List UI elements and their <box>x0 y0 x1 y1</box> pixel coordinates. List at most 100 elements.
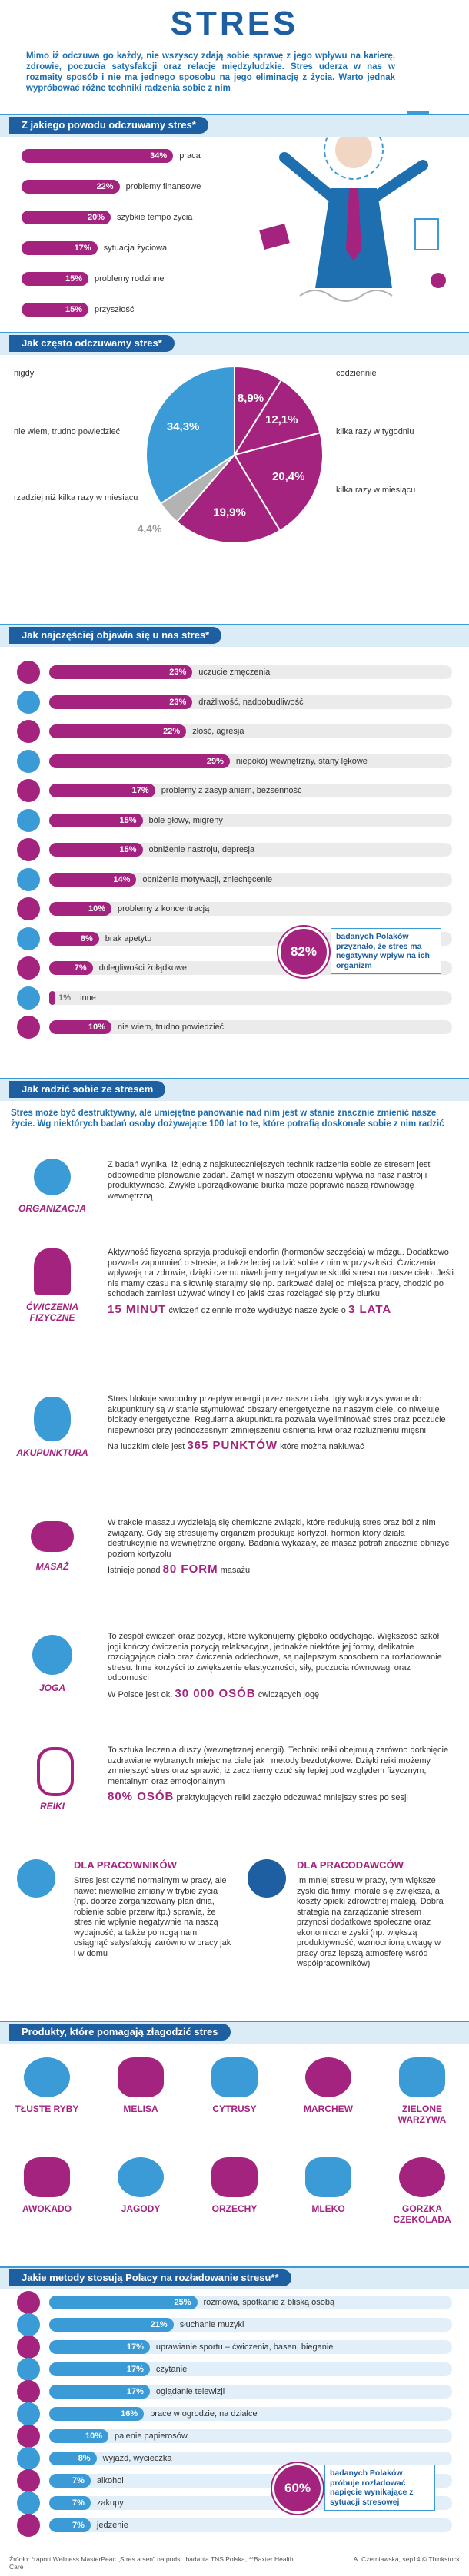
bar <box>49 2296 198 2309</box>
fact-highlight: 15 MINUT <box>108 1302 167 1316</box>
category-label: szybkie tempo życia <box>117 213 193 222</box>
category-label: nie wiem, trudno powiedzieć <box>118 1023 225 1032</box>
bar <box>49 902 111 916</box>
category-label: problemy rodzinne <box>95 274 165 283</box>
page-title: STRES <box>170 5 299 42</box>
fact: 80% OSÓB praktykujących reiki zaczęło od… <box>108 1790 454 1804</box>
fact-text: ćwiczących jogę <box>258 1689 320 1699</box>
bar <box>49 931 99 946</box>
category-label: niepokój wewnętrzny, stany lękowe <box>235 756 368 766</box>
fact-text: W Polsce jest ok. <box>108 1689 173 1699</box>
icon <box>17 2380 40 2403</box>
product-icon <box>399 2057 445 2097</box>
value-label: 15% <box>65 274 82 283</box>
credit: A. Czerniawska, sep14 © Thinkstock <box>353 2555 460 2563</box>
value-label: 7% <box>74 963 87 973</box>
category-label: bóle głowy, migreny <box>148 815 223 825</box>
fact-text: Istnieje ponad <box>108 1566 161 1575</box>
value-label: 15% <box>119 815 137 825</box>
category-label: alkohol <box>96 2476 124 2485</box>
value-label: 22% <box>163 727 181 736</box>
bar-track <box>49 872 452 887</box>
section-header: Jak często odczuwamy stres* <box>0 332 469 355</box>
value-label: 14% <box>113 874 131 884</box>
technique-text: Z badań wynika, iż jedną z najskutecznie… <box>108 1160 454 1202</box>
fact: Na ludzkim ciele jest 365 PUNKTÓW które … <box>108 1440 454 1453</box>
fact-highlight: 80% OSÓB <box>108 1790 175 1803</box>
bar <box>49 961 93 975</box>
category-label: rzadziej niż kilka razy w miesiącu <box>14 493 138 502</box>
category-label: przyszłość <box>95 305 135 314</box>
bar <box>49 724 187 738</box>
product-icon <box>24 2157 70 2197</box>
value-label: 15% <box>65 305 82 314</box>
category-label: drażliwość, nadpobudliwość <box>198 697 304 707</box>
fact-highlight: 3 LATA <box>348 1302 392 1316</box>
technique-text: W trakcie masażu wydzielają się chemiczn… <box>108 1518 454 1576</box>
technique-name: ORGANIZACJA <box>18 1203 86 1214</box>
icon <box>17 838 40 861</box>
fact: Istnieje ponad 80 FORM masażu <box>108 1563 454 1576</box>
bar <box>49 2340 150 2354</box>
icon <box>17 897 40 920</box>
paragraph: To sztuka leczenia duszy (wewnętrznej en… <box>108 1746 449 1786</box>
value-label: 17% <box>126 2342 144 2352</box>
bar-track <box>49 813 452 827</box>
bar <box>49 2362 150 2376</box>
slice-label: 19,9% <box>213 506 246 519</box>
bar <box>49 2318 174 2332</box>
icon <box>17 661 40 684</box>
value-label: 29% <box>206 756 224 766</box>
audience-name: DLA PRACOWNIKÓW <box>74 1859 177 1871</box>
product-name: GORZKA CZEKOLADA <box>393 2203 451 2225</box>
fact-text: które można nakłuwać <box>280 1442 364 1451</box>
technique-name: JOGA <box>38 1683 65 1693</box>
pie-slice <box>232 379 321 456</box>
category-label: rozmowa, spotkanie z bliską osobą <box>203 2298 335 2307</box>
product-icon <box>305 2057 351 2097</box>
icon <box>17 1859 55 1898</box>
category-label: obniżenie nastroju, depresja <box>148 845 255 854</box>
icon <box>17 927 40 950</box>
audience-text: Stres jest czymś normalnym w pracy, ale … <box>74 1876 231 1958</box>
category-label: obniżenie motywacji, zniechęcenie <box>142 874 273 884</box>
category-label: problemy finansowe <box>125 182 201 191</box>
section-title: Jakie metody stosują Polacy na rozładowa… <box>9 2269 291 2286</box>
pie-slice <box>145 365 235 505</box>
slice-label: 34,3% <box>167 420 200 433</box>
bar <box>49 2496 91 2510</box>
product-icon <box>211 2157 258 2197</box>
product-name: JAGODY <box>121 2203 161 2214</box>
bar-track <box>49 1020 452 1034</box>
category-label: zakupy <box>96 2498 124 2508</box>
paragraph: Aktywność fizyczna sprzyja produkcji end… <box>108 1248 454 1298</box>
icon <box>17 779 40 802</box>
value-label: 16% <box>121 2409 138 2419</box>
fact-text: ćwiczeń dziennie może wydłużyć nasze życ… <box>168 1305 346 1315</box>
paragraph: Stres blokuje swobodny przepływ energii … <box>108 1394 446 1435</box>
icon <box>17 720 40 743</box>
bar <box>22 149 174 163</box>
icon <box>17 956 40 980</box>
icon <box>17 2313 40 2336</box>
product-name: MLEKO <box>311 2203 345 2214</box>
category-label: codziennie <box>336 369 377 378</box>
icon <box>17 2336 40 2359</box>
value-label: 34% <box>150 151 168 161</box>
coping-intro: Stres może być destruktywny, ale umiejęt… <box>11 1109 444 1129</box>
category-label: złość, agresja <box>192 727 244 736</box>
category-label: jedzenie <box>96 2521 128 2530</box>
icon <box>17 2447 40 2470</box>
icon <box>34 1248 71 1295</box>
value-label: 22% <box>96 182 114 191</box>
bar <box>22 303 88 317</box>
icon <box>17 690 40 714</box>
bar <box>49 990 56 1005</box>
bar-track <box>49 2452 452 2465</box>
icon <box>248 1859 286 1898</box>
slice-label: 20,4% <box>272 470 305 483</box>
bar <box>49 754 230 768</box>
section-header: Jak radzić sobie ze stresem <box>0 1078 469 1101</box>
technique-text: To sztuka leczenia duszy (wewnętrznej en… <box>108 1746 454 1804</box>
value-label: 21% <box>150 2320 168 2329</box>
